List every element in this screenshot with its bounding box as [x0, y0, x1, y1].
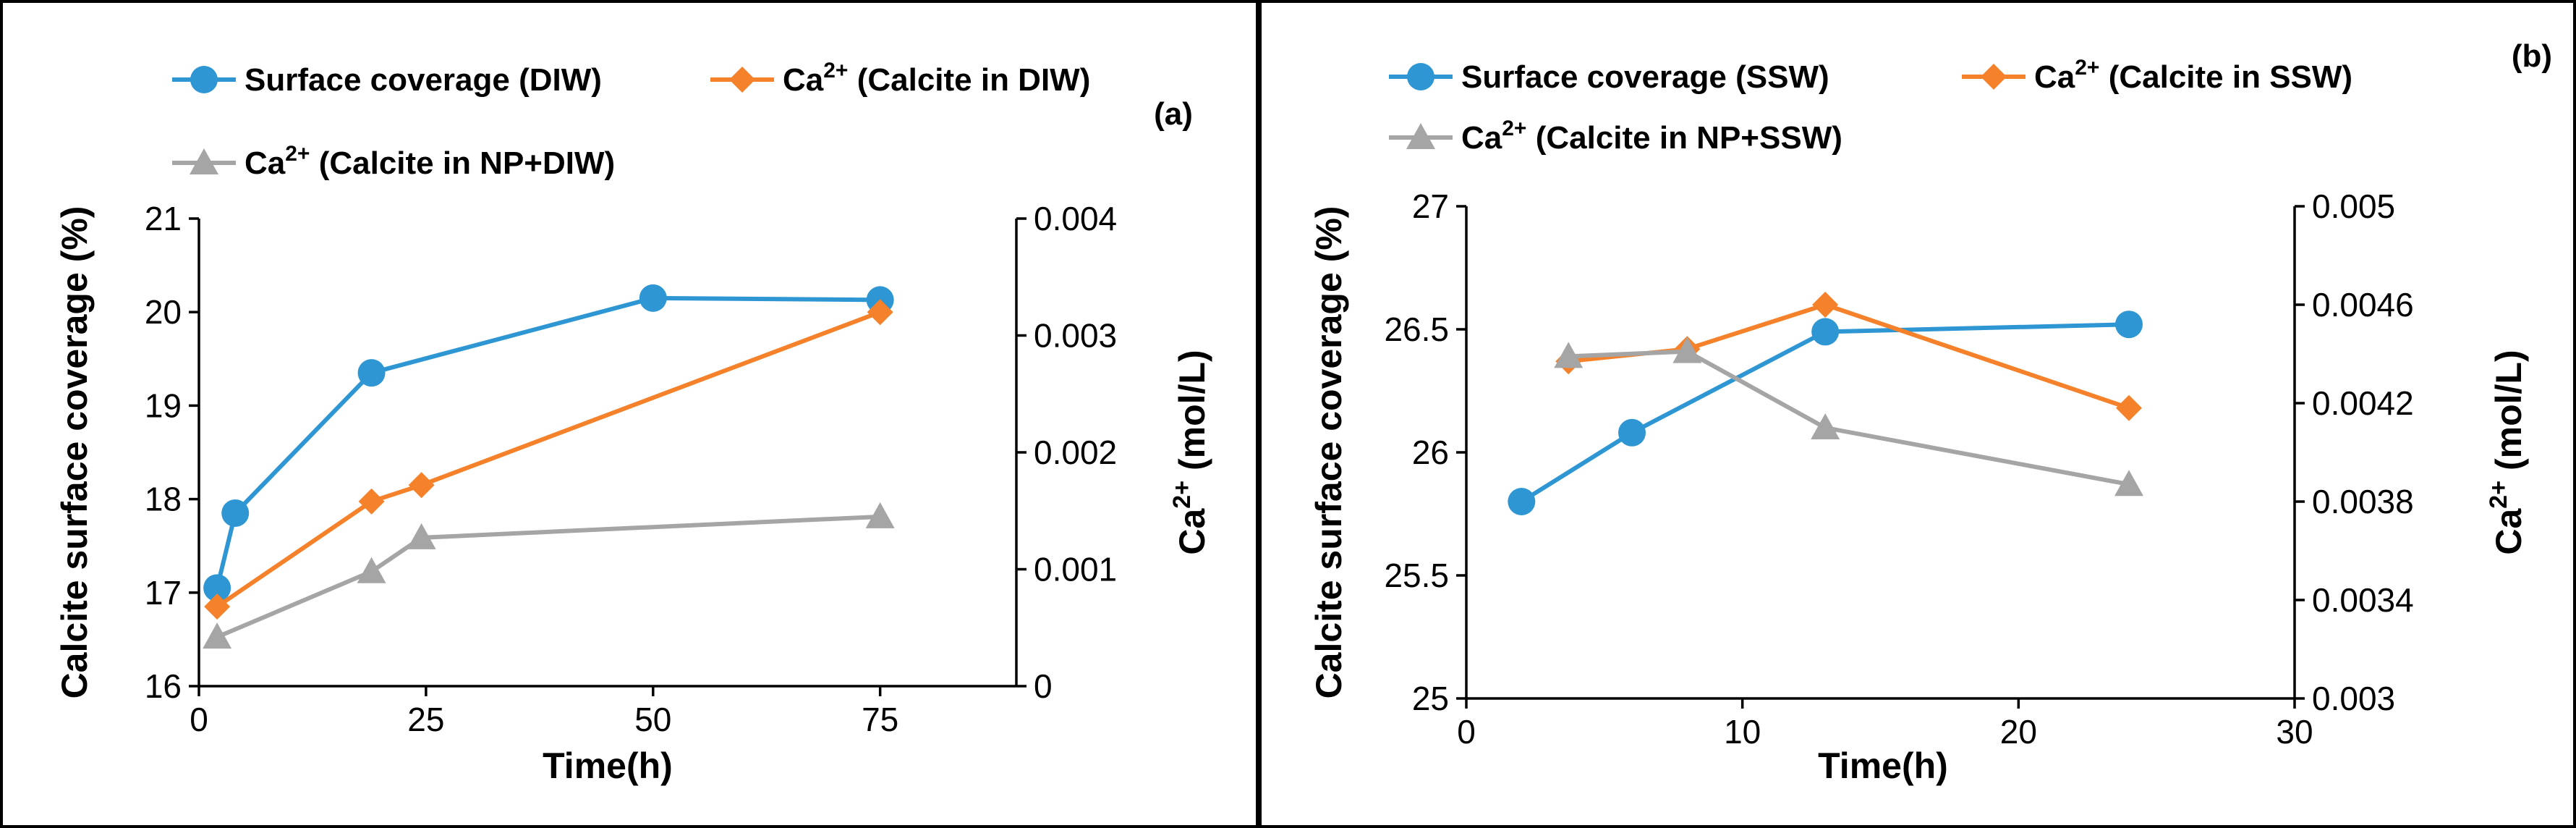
data-point [1811, 413, 1840, 439]
series-1 [204, 299, 893, 620]
data-point [408, 472, 435, 499]
data-point [639, 284, 667, 312]
legend-entry-2-marker [1406, 123, 1435, 149]
legend-entry-2-label: Ca2+ (Calcite in NP+SSW) [1461, 117, 1842, 156]
legend-entry-0-marker [190, 66, 218, 93]
data-point [203, 622, 232, 649]
y-axis-title: Calcite surface coverage (%) [54, 206, 95, 699]
legend-entry-2-marker [190, 148, 218, 174]
y2-tick-label: 0.0042 [2312, 384, 2414, 422]
chart-frame [1259, 0, 2576, 828]
chart-frame [0, 0, 1259, 828]
data-point [2116, 394, 2142, 421]
x-tick-label: 0 [1457, 713, 1476, 751]
data-point [2114, 470, 2143, 497]
y2-tick-label: 0.0034 [2312, 581, 2414, 619]
data-point [1554, 342, 1584, 368]
x-tick-label: 25 [407, 701, 444, 738]
data-point [1672, 337, 1702, 363]
series-line [1568, 349, 2130, 487]
series-line [1568, 303, 2130, 410]
chart-a-svg: 0 25 50 75 16 17 18 19 20 21 0 0.001 0.002 0.003 0.004… [0, 0, 1259, 828]
x-tick-label: 30 [2276, 713, 2313, 751]
y-tick-label: 19 [145, 386, 182, 424]
series-line [216, 310, 881, 609]
x-tick-label: 75 [862, 701, 898, 738]
series-1 [1555, 292, 2142, 421]
y2-tick-label: 0.0046 [2312, 286, 2414, 324]
y-tick-label: 26 [1412, 434, 1449, 471]
data-point [357, 359, 386, 387]
legend-entry-0-label: Surface coverage (DIW) [245, 62, 602, 98]
data-point [1812, 292, 1839, 318]
x-tick-label: 0 [190, 701, 208, 738]
y2-axis-title: Ca2+ (mol/L) [2485, 350, 2529, 554]
x-tick-label: 50 [634, 701, 671, 738]
data-point [204, 593, 231, 620]
series-0 [203, 284, 894, 602]
data-point [221, 499, 250, 527]
x-axis-title: Time(h) [543, 745, 673, 786]
y-tick-label: 20 [145, 293, 182, 331]
y2-tick-label: 0.005 [2312, 187, 2395, 225]
x-axis-title: Time(h) [1818, 745, 1948, 786]
y2-tick-label: 0 [1034, 667, 1053, 705]
series-line [1520, 322, 2130, 504]
y2-tick-label: 0.003 [2312, 680, 2395, 717]
series-2 [203, 502, 895, 649]
y-tick-label: 25 [1412, 680, 1449, 717]
data-point [407, 523, 436, 549]
legend-entry-1-label: Ca2+ (Calcite in DIW) [783, 59, 1090, 98]
data-point [1618, 418, 1646, 447]
data-point [203, 574, 231, 602]
y2-tick-label: 0.001 [1034, 551, 1117, 588]
y2-axis-title: Ca2+ (mol/L) [1168, 350, 1212, 554]
legend-entry-2-label: Ca2+ (Calcite in NP+DIW) [245, 142, 615, 181]
y-axis-title: Calcite surface coverage (%) [1309, 206, 1349, 699]
panel-label: (a) [1154, 96, 1193, 132]
y2-tick-label: 0.004 [1034, 200, 1117, 237]
y-tick-label: 17 [145, 574, 182, 612]
legend-entry-0-marker [1407, 63, 1434, 90]
x-tick-label: 10 [1724, 713, 1761, 751]
data-point [1508, 488, 1536, 515]
data-point [358, 488, 385, 515]
data-point [865, 502, 895, 528]
y2-tick-label: 0.003 [1034, 317, 1117, 355]
series-2 [1554, 337, 2143, 497]
series-line [215, 295, 880, 589]
series-line [216, 514, 880, 639]
data-point [867, 299, 893, 326]
y-tick-label: 21 [145, 200, 182, 237]
legend-entry-1-marker [729, 67, 755, 93]
legend-entry-1-label: Ca2+ (Calcite in SSW) [2034, 56, 2352, 95]
y-tick-label: 18 [145, 481, 182, 518]
legend-entry-1-marker [1981, 64, 2007, 90]
panel-label: (b) [2512, 38, 2552, 74]
chart-panel-a: 0 25 50 75 16 17 18 19 20 21 0 0.001 0.002 0.003 0.004… [0, 0, 1259, 828]
data-point [2115, 310, 2143, 339]
y-tick-label: 16 [145, 667, 182, 705]
chart-b-svg: 0 10 20 30 25 25.5 26 26.5 27 0.003 0.0034 0.0038 0.… [1259, 0, 2576, 828]
data-point [1811, 318, 1840, 346]
series-0 [1508, 310, 2143, 515]
y-tick-label: 25.5 [1384, 557, 1449, 594]
y2-tick-label: 0.002 [1034, 434, 1117, 471]
y2-tick-label: 0.0038 [2312, 483, 2414, 520]
data-point [357, 557, 386, 583]
legend-entry-0-label: Surface coverage (SSW) [1461, 59, 1829, 95]
y-tick-label: 26.5 [1384, 310, 1449, 348]
chart-panel-b: 0 10 20 30 25 25.5 26 26.5 27 0.003 0.0034 0.0038 0.… [1259, 0, 2576, 828]
y-tick-label: 27 [1412, 187, 1449, 225]
x-tick-label: 20 [2000, 713, 2037, 751]
